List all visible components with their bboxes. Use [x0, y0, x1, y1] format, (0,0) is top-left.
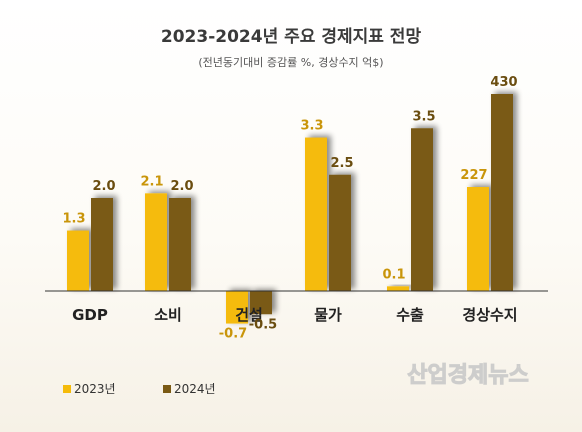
bar-소비-2024년 [169, 198, 191, 291]
chart-title: 2023-2024년 주요 경제지표 전망 [161, 27, 422, 47]
bar-물가-2023년 [305, 137, 327, 291]
bar-건설-2023년 [226, 291, 248, 324]
x-tick-label-건설: 건설 [235, 306, 263, 324]
value-label-건설-2024년: -0.5 [249, 317, 277, 332]
value-label-수출-2024년: 3.5 [412, 109, 435, 124]
bars-group [67, 94, 513, 324]
x-tick-label-경상수지: 경상수지 [462, 306, 517, 324]
value-label-경상수지-2023년: 227 [460, 168, 487, 183]
legend-label-2024: 2024년 [174, 382, 216, 396]
value-label-수출-2023년: 0.1 [382, 267, 405, 282]
legend-swatch-2023 [63, 385, 71, 393]
x-tick-labels: GDP 소비 건설 물가 수출 경상수지 [72, 306, 517, 324]
bar-물가-2024년 [329, 174, 351, 291]
bar-수출-2024년 [411, 128, 433, 291]
watermark-logo: 산업경제뉴스 [407, 363, 528, 388]
bar-GDP-2023년 [67, 230, 89, 291]
value-label-소비-2023년: 2.1 [140, 174, 163, 189]
value-label-GDP-2023년: 1.3 [62, 212, 85, 227]
x-tick-label-물가: 물가 [314, 306, 342, 324]
value-labels: 1.3 2.0 2.1 2.0 -0.7-0.5 3.3 2.5 0.1 3.5 227 430 [62, 75, 517, 342]
bar-건설-2024년 [250, 291, 272, 315]
chart-subtitle: (전년동기대비 증감률 %, 경상수지 억$) [198, 56, 383, 69]
bar-경상수지-2024년 [491, 94, 513, 291]
legend-swatch-2024 [163, 385, 171, 393]
value-label-물가-2023년: 3.3 [300, 119, 323, 134]
value-label-물가-2024년: 2.5 [330, 156, 353, 171]
bar-소비-2023년 [145, 193, 167, 291]
value-label-경상수지-2024년: 430 [490, 75, 517, 90]
bar-경상수지-2023년 [467, 187, 489, 291]
legend-label-2023: 2023년 [74, 382, 116, 396]
bar-GDP-2024년 [91, 198, 113, 291]
bar-수출-2023년 [387, 286, 409, 291]
value-label-소비-2024년: 2.0 [170, 179, 193, 194]
value-label-건설-2023년: -0.7 [219, 327, 247, 342]
x-tick-label-수출: 수출 [396, 306, 424, 324]
x-tick-label-GDP: GDP [72, 306, 108, 324]
x-tick-label-소비: 소비 [154, 306, 182, 324]
value-label-GDP-2024년: 2.0 [92, 179, 115, 194]
legend: 2023년 2024년 [63, 382, 216, 396]
